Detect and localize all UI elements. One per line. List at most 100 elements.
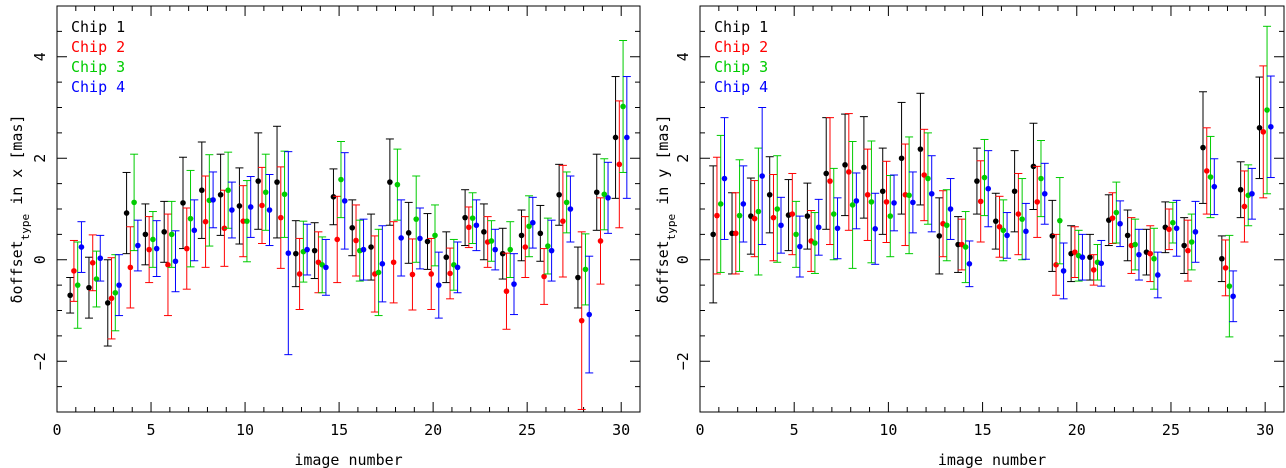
data-point [823, 170, 830, 177]
x-tick-label: 30 [612, 421, 630, 439]
data-point [236, 203, 243, 209]
plot-frame [56, 5, 641, 413]
data-point [131, 199, 137, 206]
data-point [578, 317, 585, 324]
data-point [104, 300, 111, 306]
data-point [1072, 249, 1078, 255]
data-point [1222, 265, 1229, 271]
data-point [1268, 123, 1274, 130]
data-point [1019, 216, 1025, 222]
data-point [191, 227, 198, 234]
data-point [199, 187, 205, 194]
data-point [879, 188, 886, 195]
data-point [1011, 188, 1018, 195]
data-point [417, 235, 423, 242]
data-point [910, 199, 916, 206]
data-point [454, 264, 461, 271]
data-point [1200, 144, 1206, 151]
data-point [1264, 107, 1270, 113]
data-point [1124, 232, 1131, 239]
data-point [966, 261, 973, 267]
data-point [1188, 239, 1195, 245]
data-point [112, 289, 119, 296]
data-point [296, 271, 303, 277]
data-point [1170, 219, 1176, 226]
data-point [1211, 183, 1218, 190]
data-point [413, 216, 420, 222]
data-point [123, 210, 130, 216]
data-point [488, 238, 495, 244]
data-point [127, 264, 134, 271]
data-point [116, 282, 122, 288]
series-chip-2 [69, 100, 624, 410]
data-point [142, 231, 149, 238]
y-axis-label: δoffsettype in x [mas] [8, 114, 32, 303]
data-point [778, 222, 784, 229]
data-point [620, 103, 626, 110]
data-point [721, 175, 728, 182]
data-point [1098, 260, 1105, 267]
data-point [917, 146, 924, 152]
y-tick-label: 2 [674, 154, 692, 163]
legend-entry-chip-4: Chip 4 [714, 78, 768, 96]
legend-entry-chip-3: Chip 3 [714, 58, 768, 76]
x-tick-label: 0 [695, 421, 704, 439]
x-tick-label: 15 [330, 421, 348, 439]
y-tick-label: 2 [31, 154, 49, 163]
data-point [921, 172, 927, 178]
data-point [830, 211, 837, 217]
data-point [977, 198, 984, 205]
data-point [616, 161, 623, 168]
x-tick-label: 5 [147, 421, 156, 439]
data-point [259, 202, 265, 209]
data-point [1136, 251, 1142, 258]
data-point [793, 231, 799, 238]
data-point [1230, 293, 1236, 300]
data-point [379, 261, 386, 267]
data-point [424, 238, 431, 245]
data-point [593, 189, 600, 196]
data-point [755, 208, 762, 215]
data-point [229, 207, 235, 213]
data-point [849, 202, 856, 208]
data-point [1237, 186, 1244, 193]
data-point [387, 179, 393, 185]
data-point [804, 213, 811, 219]
data-point [586, 311, 593, 318]
data-point [202, 218, 209, 225]
data-point [1147, 250, 1154, 257]
data-point [522, 244, 529, 250]
data-point [887, 213, 894, 219]
data-point [435, 282, 442, 288]
data-point [165, 262, 171, 268]
data-point [1041, 190, 1048, 197]
data-point [1219, 255, 1225, 262]
data-point [1079, 254, 1086, 261]
x-tick-label: 0 [52, 421, 61, 439]
data-point [1023, 228, 1029, 235]
data-point [210, 197, 216, 203]
data-point [714, 212, 720, 219]
data-point [575, 274, 581, 281]
data-point [1132, 241, 1138, 248]
data-point [812, 240, 818, 246]
data-point [1192, 229, 1199, 235]
data-point [293, 250, 299, 257]
data-point [732, 230, 739, 237]
data-point [518, 232, 525, 239]
data-point [605, 195, 611, 201]
data-point [244, 218, 250, 224]
data-point [740, 201, 747, 207]
data-point [883, 199, 890, 205]
data-point [563, 199, 570, 206]
data-point [751, 215, 758, 222]
data-point [1038, 175, 1044, 182]
y-axis-label-tail: in x [mas] [8, 114, 26, 213]
data-point [492, 246, 498, 253]
data-point [183, 245, 190, 252]
x-axis-label: image number [294, 451, 402, 468]
data-point [1109, 215, 1116, 221]
data-point [217, 191, 224, 198]
y-axis-label-sub: type [19, 214, 32, 241]
